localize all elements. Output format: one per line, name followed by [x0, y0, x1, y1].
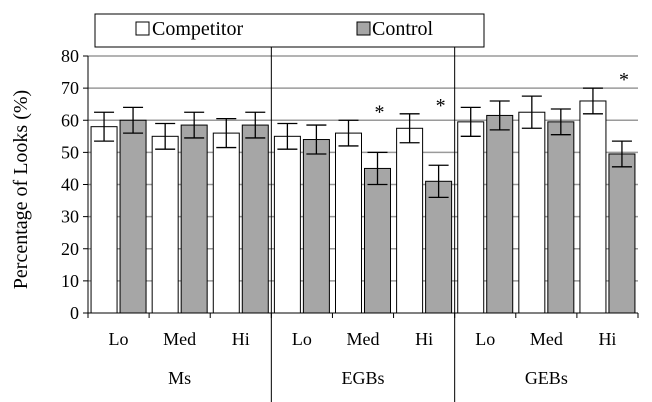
x-tick-label: Lo: [292, 329, 312, 349]
x-tick-label: Lo: [475, 329, 495, 349]
x-tick-label: Med: [163, 329, 196, 349]
bar-competitor: [212, 132, 240, 314]
y-axis: 0 10 20 30 40 50 60 70 80: [61, 46, 89, 323]
group-label: GEBs: [525, 368, 568, 388]
bar-competitor: [273, 135, 301, 314]
y-tick-label: 80: [61, 46, 79, 66]
bars: * * *: [90, 69, 636, 314]
y-tick-label: 60: [61, 110, 79, 130]
group-label: Ms: [168, 368, 191, 388]
gridlines: [88, 55, 638, 282]
legend-swatch-competitor: [135, 21, 150, 36]
x-tick-label: Hi: [415, 329, 433, 349]
bar-control: [180, 124, 208, 314]
bar-competitor: [151, 135, 179, 314]
bar-competitor: [90, 126, 118, 314]
bar-competitor: [335, 132, 362, 314]
bar-control: [486, 114, 514, 314]
significance-marker: *: [619, 69, 629, 91]
y-tick-label: 10: [61, 271, 79, 291]
bar-competitor: [579, 100, 607, 314]
legend-label-control: Control: [372, 18, 434, 40]
bar-competitor: [518, 111, 546, 314]
x-tick-label: Med: [530, 329, 563, 349]
bar-control: [425, 180, 453, 314]
legend-swatch-control: [356, 21, 371, 36]
bar-competitor: [457, 121, 485, 314]
y-tick-label: 70: [61, 78, 79, 98]
bar-control: [608, 153, 636, 314]
significance-marker: *: [375, 101, 385, 123]
bar-control: [119, 119, 147, 314]
y-tick-label: 50: [61, 142, 79, 162]
significance-marker: *: [436, 95, 446, 117]
y-axis-label: Percentage of Looks (%): [10, 90, 32, 289]
bar-control: [364, 167, 391, 314]
bar-control: [547, 121, 575, 314]
x-axis: Lo Med Hi Lo Med Hi Lo Med Hi Ms EGBs GEBs: [87, 18, 639, 402]
bar-competitor: [396, 127, 424, 314]
legend: Competitor Control: [94, 13, 485, 48]
legend-label-competitor: Competitor: [152, 18, 243, 40]
y-tick-label: 0: [70, 303, 79, 323]
x-tick-label: Lo: [109, 329, 129, 349]
y-tick-label: 30: [61, 207, 79, 227]
group-label: EGBs: [341, 368, 384, 388]
x-tick-label: Med: [347, 329, 380, 349]
x-tick-label: Hi: [598, 329, 616, 349]
legend-box: [94, 13, 485, 48]
x-tick-label: Hi: [232, 329, 250, 349]
bar-control: [302, 139, 330, 314]
bar-control: [241, 124, 269, 314]
y-tick-label: 40: [61, 175, 79, 195]
y-tick-label: 20: [61, 239, 79, 259]
